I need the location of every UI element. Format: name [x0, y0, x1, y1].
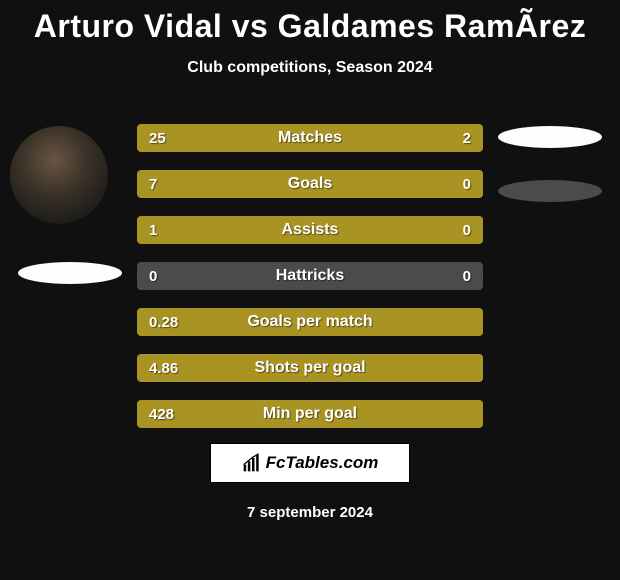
subtitle: Club competitions, Season 2024	[0, 59, 620, 77]
player-right-shadow-1	[498, 126, 602, 148]
bar-label: Assists	[137, 216, 483, 244]
bar-value-right: 0	[463, 262, 471, 290]
bar-label: Goals per match	[137, 308, 483, 336]
bar-label: Hattricks	[137, 262, 483, 290]
bar-value-right: 0	[463, 170, 471, 198]
player-right-shadow-2	[498, 180, 602, 202]
badge-text: FcTables.com	[266, 453, 379, 473]
bar-row: Min per goal428	[137, 400, 483, 428]
bar-row: Hattricks0 0	[137, 262, 483, 290]
bar-label: Goals	[137, 170, 483, 198]
bar-value-right: 0	[463, 216, 471, 244]
bar-label: Matches	[137, 124, 483, 152]
bar-row: Assists1 0	[137, 216, 483, 244]
bar-row: Goals7 0	[137, 170, 483, 198]
bar-value-left: 428	[149, 400, 174, 428]
chart-icon	[242, 453, 262, 473]
bar-value-left: 7	[149, 170, 157, 198]
footer-date: 7 september 2024	[0, 504, 620, 521]
bar-label: Shots per goal	[137, 354, 483, 382]
bar-row: Goals per match0.28	[137, 308, 483, 336]
bar-row: Matches25 2	[137, 124, 483, 152]
page-title: Arturo Vidal vs Galdames RamÃ­rez	[0, 0, 620, 45]
comparison-bars: Matches252Goals70Assists10Hattricks00Goa…	[137, 124, 483, 446]
source-badge: FcTables.com	[210, 443, 410, 483]
bar-label: Min per goal	[137, 400, 483, 428]
bar-value-left: 25	[149, 124, 166, 152]
bar-value-left: 0.28	[149, 308, 178, 336]
player-left-avatar	[10, 126, 108, 224]
bar-row: Shots per goal4.86	[137, 354, 483, 382]
bar-value-left: 1	[149, 216, 157, 244]
bar-value-right: 2	[463, 124, 471, 152]
bar-value-left: 0	[149, 262, 157, 290]
bar-value-left: 4.86	[149, 354, 178, 382]
player-left-shadow	[18, 262, 122, 284]
